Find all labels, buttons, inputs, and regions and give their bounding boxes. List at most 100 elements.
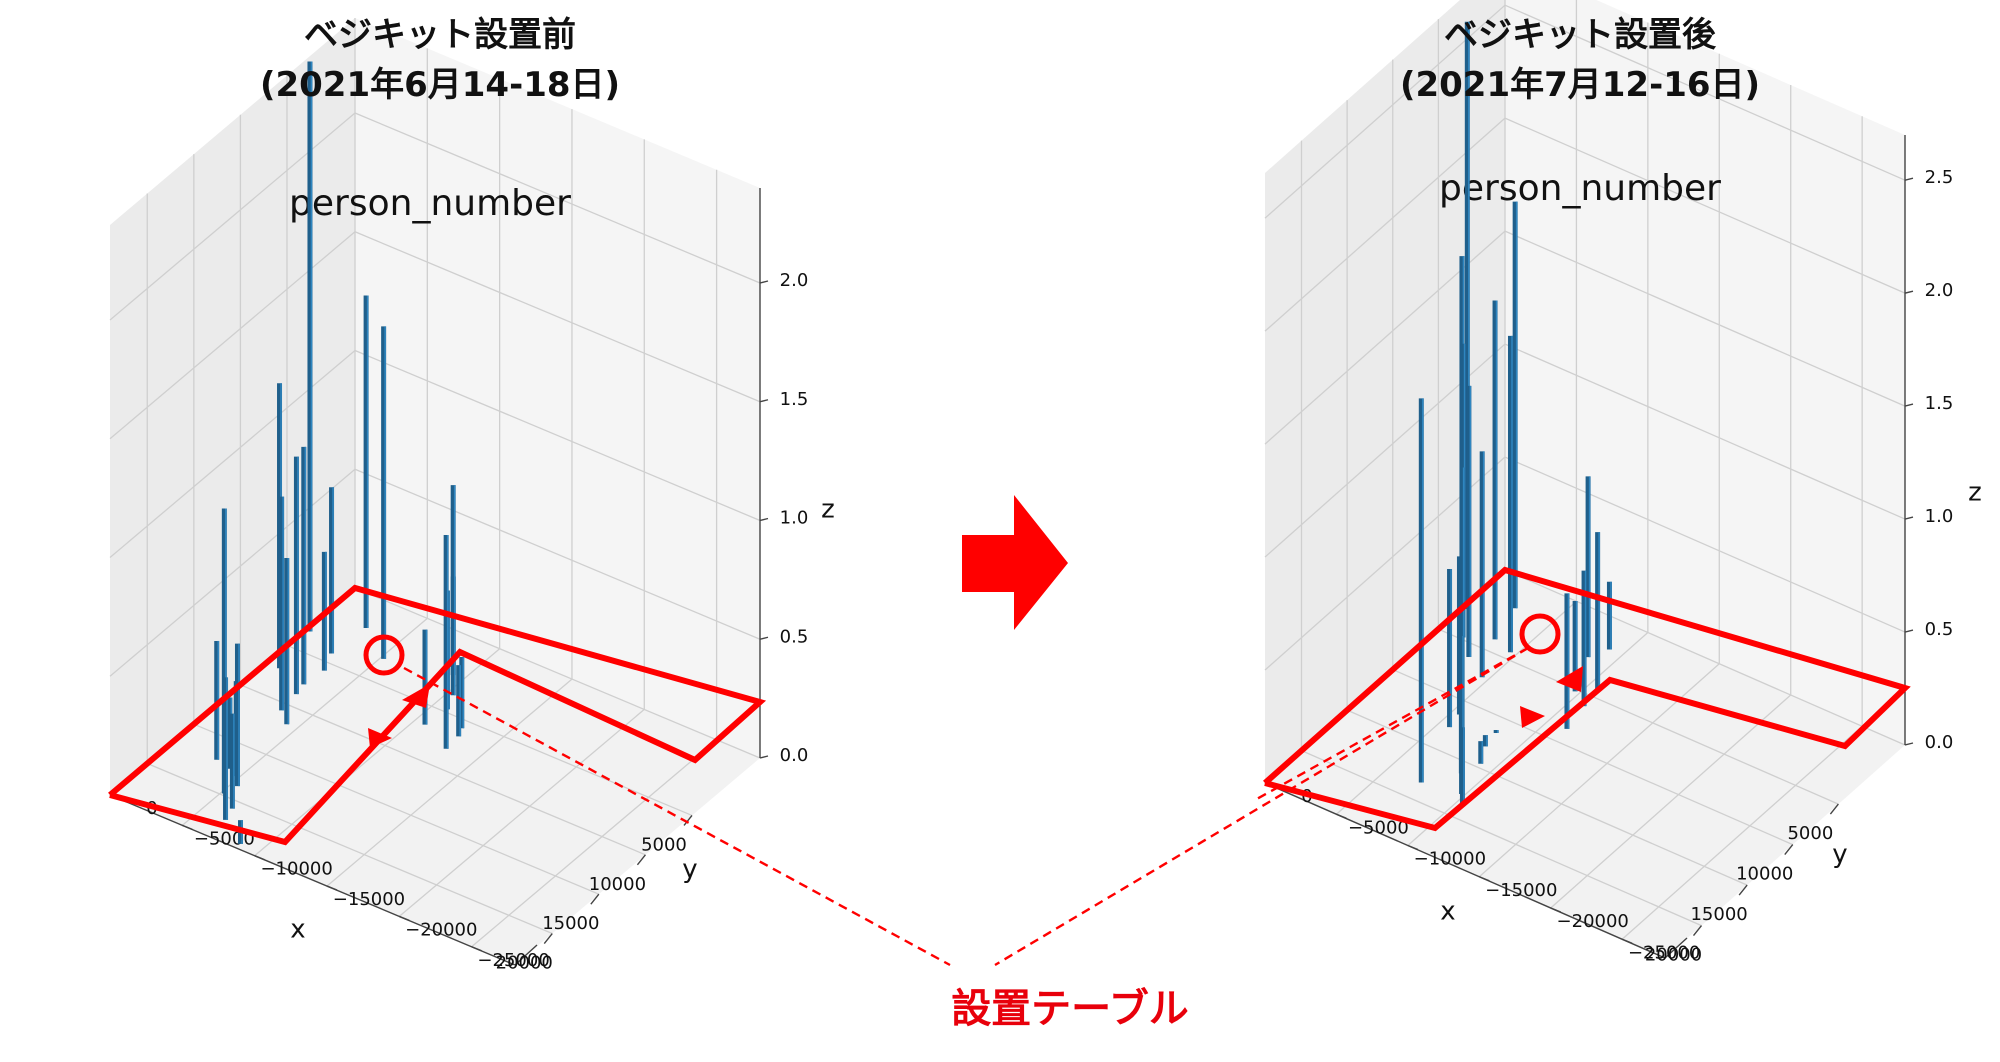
leader-line-after bbox=[1254, 646, 1529, 802]
y-tick-label: −20000 bbox=[1557, 911, 1629, 932]
x-tick bbox=[1692, 925, 1703, 937]
y-tick bbox=[1621, 938, 1633, 944]
z-tick bbox=[759, 755, 769, 759]
table-outline-left-1 bbox=[108, 584, 767, 846]
transition-arrow-icon bbox=[962, 495, 1068, 630]
grid-line bbox=[1346, 709, 1748, 886]
y-tick bbox=[1550, 907, 1561, 913]
z-tick-label: 0.0 bbox=[780, 745, 809, 766]
grid-line bbox=[326, 678, 573, 887]
y-axis-line bbox=[514, 944, 538, 966]
y-tick bbox=[254, 855, 265, 861]
y-tick bbox=[399, 915, 410, 922]
z-tick bbox=[759, 517, 769, 522]
z-tick-label: 0.5 bbox=[1925, 619, 1954, 640]
grid-line bbox=[354, 349, 761, 522]
grid-line bbox=[109, 231, 356, 440]
grid-line bbox=[109, 112, 356, 321]
x-tick bbox=[543, 933, 553, 944]
z-tick bbox=[759, 280, 769, 284]
heading-before-title: ベジキット設置前 bbox=[304, 15, 576, 55]
z-tick-label: 2.0 bbox=[1925, 280, 1954, 301]
grid-line bbox=[240, 684, 646, 856]
heading-before-period: (2021年6月14-18日) bbox=[259, 65, 621, 105]
z-axis-label: z bbox=[1968, 478, 1982, 508]
x-tick-label: 15000 bbox=[1690, 904, 1747, 925]
x-tick bbox=[1738, 884, 1748, 896]
z-tick bbox=[1904, 177, 1914, 181]
heading-after-title: ベジキット設置後 bbox=[1444, 15, 1716, 55]
z-tick-label: 1.0 bbox=[1925, 506, 1954, 527]
table-outline-left-2 bbox=[1263, 566, 1911, 832]
z-tick-label: 2.5 bbox=[1925, 167, 1954, 188]
y-tick bbox=[1479, 876, 1490, 882]
grid-line bbox=[286, 644, 693, 817]
z-tick bbox=[759, 399, 769, 403]
z-tick-label: 1.5 bbox=[780, 389, 809, 410]
direction-arrow-2 bbox=[368, 728, 392, 748]
x-tick bbox=[590, 893, 600, 905]
grid-line bbox=[1438, 628, 1839, 805]
grid-line bbox=[1407, 632, 1649, 846]
z-tick-label: 0.5 bbox=[780, 626, 809, 647]
z-tick-label: 0.0 bbox=[1925, 732, 1954, 753]
y-tick bbox=[182, 824, 193, 831]
table-label: 設置テーブル bbox=[951, 986, 1189, 1032]
direction-arrow-4 bbox=[1520, 706, 1545, 728]
y-tick-label: −10000 bbox=[260, 859, 332, 880]
x-axis-line bbox=[109, 794, 516, 966]
y-tick-label: −10000 bbox=[1414, 849, 1486, 870]
grid-line bbox=[1504, 117, 1906, 294]
x-tick bbox=[683, 815, 693, 826]
grid-line bbox=[1550, 694, 1792, 909]
camera-circle-1 bbox=[363, 634, 405, 676]
back-pane bbox=[1505, 0, 1905, 745]
x-axis-label: x bbox=[290, 915, 305, 945]
x-tick bbox=[636, 854, 646, 866]
y-tick-label: −20000 bbox=[405, 919, 477, 940]
x-tick-label: 20000 bbox=[1645, 945, 1702, 966]
leader-line-after-2 bbox=[994, 646, 1529, 967]
z-tick-label: 2.0 bbox=[780, 270, 809, 291]
back-pane bbox=[355, 18, 760, 758]
x-tick-label: 5000 bbox=[641, 834, 687, 855]
floor-pane bbox=[1265, 570, 1905, 958]
grid-line bbox=[354, 112, 761, 284]
x-tick-label: 10000 bbox=[589, 874, 646, 895]
x-tick-label: 5000 bbox=[1787, 823, 1833, 844]
x-axis-line bbox=[1264, 782, 1666, 959]
grid-line bbox=[1621, 725, 1863, 940]
chart-1: 0.00.51.01.52.050001000015000200000−5000… bbox=[109, 18, 835, 974]
grid-line bbox=[147, 762, 553, 935]
x-tick-label: 10000 bbox=[1736, 864, 1793, 885]
camera-circle-2 bbox=[1519, 613, 1561, 655]
left-pane bbox=[110, 18, 355, 795]
x-tick bbox=[1829, 803, 1839, 815]
x-tick-label: 20000 bbox=[496, 953, 553, 974]
y-tick bbox=[1336, 813, 1347, 819]
chart-title: person_number bbox=[289, 183, 571, 224]
grid-line bbox=[1504, 456, 1906, 633]
grid-line bbox=[109, 350, 356, 558]
heading-after: ベジキット設置後 (2021年7月12-16日) bbox=[1300, 10, 1860, 110]
left-pane bbox=[1265, 0, 1505, 783]
grid-line bbox=[1504, 569, 1906, 746]
z-tick bbox=[1904, 516, 1914, 520]
y-tick-label: −25000 bbox=[1628, 942, 1700, 963]
grid-line bbox=[354, 231, 761, 403]
z-tick bbox=[1904, 403, 1914, 407]
z-tick-label: 1.0 bbox=[780, 508, 809, 529]
grid-line bbox=[354, 587, 761, 759]
chart-2: 0.00.51.01.52.02.550001000015000200000−5… bbox=[1264, 0, 1982, 966]
x-axis-label: x bbox=[1440, 897, 1455, 927]
direction-arrow-1 bbox=[402, 684, 430, 708]
grid-line bbox=[1301, 750, 1702, 927]
heading-after-period: (2021年7月12-16日) bbox=[1399, 65, 1761, 105]
grid-line bbox=[398, 708, 645, 917]
chart-title: person_number bbox=[1439, 168, 1721, 209]
grid-line bbox=[471, 739, 718, 948]
y-axis-label: y bbox=[1832, 840, 1847, 870]
x-tick bbox=[1784, 844, 1794, 856]
